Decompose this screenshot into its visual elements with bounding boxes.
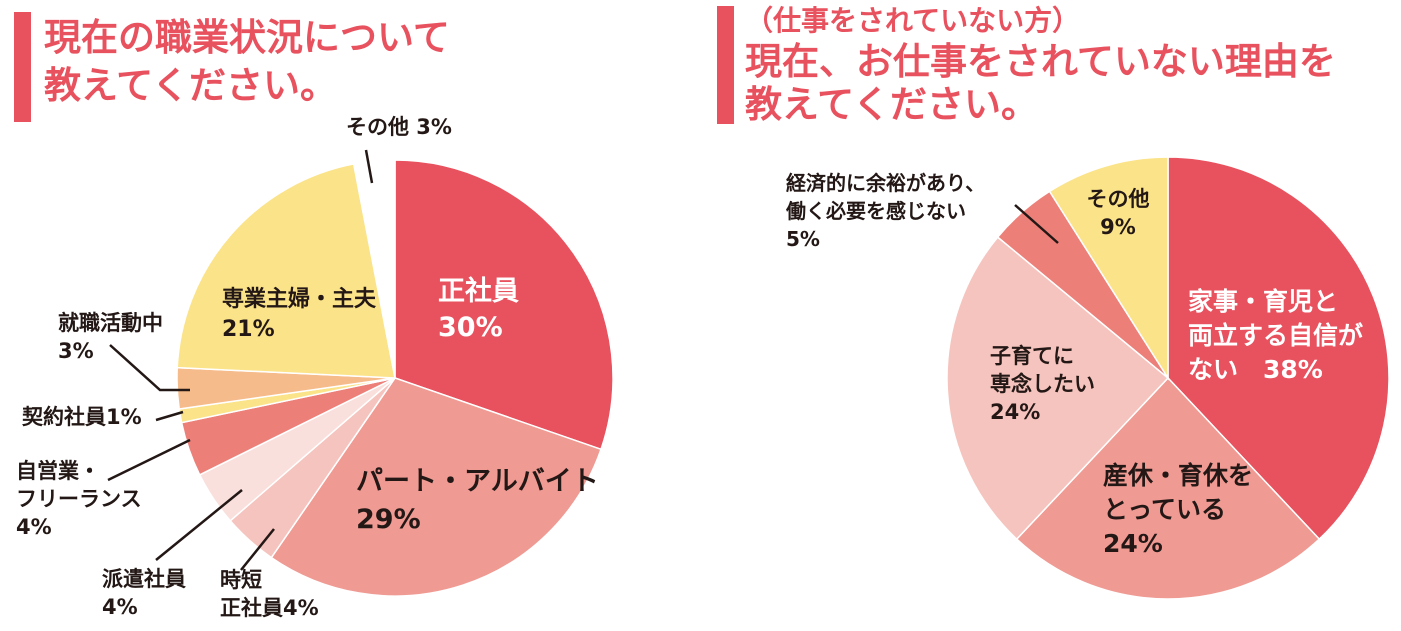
left-title-accent-bar (14, 12, 31, 122)
left-label-shushoku: 就職活動中 3% (58, 311, 163, 363)
left-label-part: パート・アルバイト 29% (356, 466, 599, 535)
right-label-sonota: その他 9% (1087, 187, 1150, 239)
right-label-kaji-line-3: ない 38% (1188, 355, 1323, 384)
left-label-seishain: 正社員 30% (438, 275, 519, 343)
left-pie-slice-1 (270, 377, 602, 597)
left-title-line-2: 教えてください。 (44, 64, 338, 107)
left-label-sengyo-line-2: 21% (222, 317, 275, 342)
left-label-part-line-2: 29% (356, 504, 421, 535)
right-label-keizai-line-3: 5% (786, 227, 820, 251)
left-label-haken-line-1: 派遣社員 (102, 567, 186, 591)
left-chart-title: 現在の職業状況について 教えてください。 (44, 14, 450, 110)
right-label-kosodate-line-2: 専念したい (990, 372, 1095, 396)
right-pie-slice-4 (1048, 156, 1169, 381)
right-pie-slice-2 (946, 236, 1170, 541)
left-label-seishain-line-2: 30% (438, 312, 503, 343)
right-label-sankyu-line-3: 24% (1103, 529, 1163, 558)
right-label-sonota-line-1: その他 (1087, 187, 1150, 211)
left-leader-shushoku (109, 344, 190, 392)
right-leader-keizai (1014, 204, 1059, 244)
right-label-kaji-line-2: 両立する自信が (1188, 321, 1363, 350)
left-label-keiyaku-line-1: 契約社員1% (21, 405, 142, 429)
left-label-sengyo: 専業主婦・主夫 21% (222, 286, 377, 342)
left-label-shushoku-line-2: 3% (58, 339, 94, 363)
left-title-line-1: 現在の職業状況について (44, 16, 450, 59)
left-label-keiyaku: 契約社員1% (21, 405, 142, 429)
left-leader-keiyaku (155, 410, 184, 422)
left-leader-jitan (240, 528, 275, 571)
left-label-jiei: 自営業・フリーランス 4% (16, 459, 142, 539)
left-leader-jiei (107, 438, 191, 482)
left-label-seishain-line-1: 正社員 (438, 275, 519, 307)
left-label-haken-line-2: 4% (102, 595, 138, 619)
left-leader-sonota (364, 149, 374, 184)
left-label-sonota-line-1: その他 3% (346, 115, 452, 139)
right-label-sonota-line-2: 9% (1100, 215, 1136, 239)
left-pie-slice-7 (176, 163, 396, 379)
right-chart-title: （仕事をされていない方） 現在、お仕事をされていない理由を 教えてください。 (745, 2, 1336, 126)
left-label-haken: 派遣社員 4% (102, 567, 186, 619)
right-title-line-2: 教えてください。 (745, 83, 1039, 126)
left-label-sengyo-line-1: 専業主婦・主夫 (222, 286, 377, 312)
left-pie-slice-8 (352, 159, 396, 379)
right-label-kosodate-line-1: 子育てに (990, 344, 1074, 368)
right-title-line-1: 現在、お仕事をされていない理由を (745, 40, 1336, 83)
right-label-kaji-line-1: 家事・育児と (1188, 287, 1338, 316)
left-leader-haken (155, 489, 243, 561)
right-label-keizai: 経済的に余裕があり、働く必要を感じない 5% (785, 171, 985, 251)
left-label-jitan-line-2: 正社員4% (220, 596, 319, 620)
right-pie-slice-0 (1167, 156, 1390, 541)
left-label-jiei-line-2: フリーランス (16, 487, 142, 511)
right-label-sankyu-line-2: とっている (1103, 495, 1226, 524)
left-label-sonota: その他 3% (346, 115, 452, 139)
right-pie-slice-1 (1015, 376, 1321, 600)
right-label-sankyu-line-1: 産休・育休を (1103, 461, 1253, 490)
left-label-jiei-line-1: 自営業・ (16, 459, 100, 483)
right-label-keizai-line-1: 経済的に余裕があり、 (786, 171, 985, 195)
left-pie-slice-0 (394, 159, 614, 451)
right-label-keizai-line-2: 働く必要を感じない (785, 199, 966, 223)
right-title-accent-bar (717, 6, 734, 124)
left-label-shushoku-line-1: 就職活動中 (58, 311, 163, 335)
left-label-jiei-line-3: 4% (16, 515, 52, 539)
left-label-part-line-1: パート・アルバイト (356, 466, 599, 497)
left-label-jitan-line-1: 時短 (220, 568, 262, 592)
right-label-kosodate-line-3: 24% (990, 400, 1040, 424)
right-title-pretitle: （仕事をされていない方） (745, 4, 1081, 37)
